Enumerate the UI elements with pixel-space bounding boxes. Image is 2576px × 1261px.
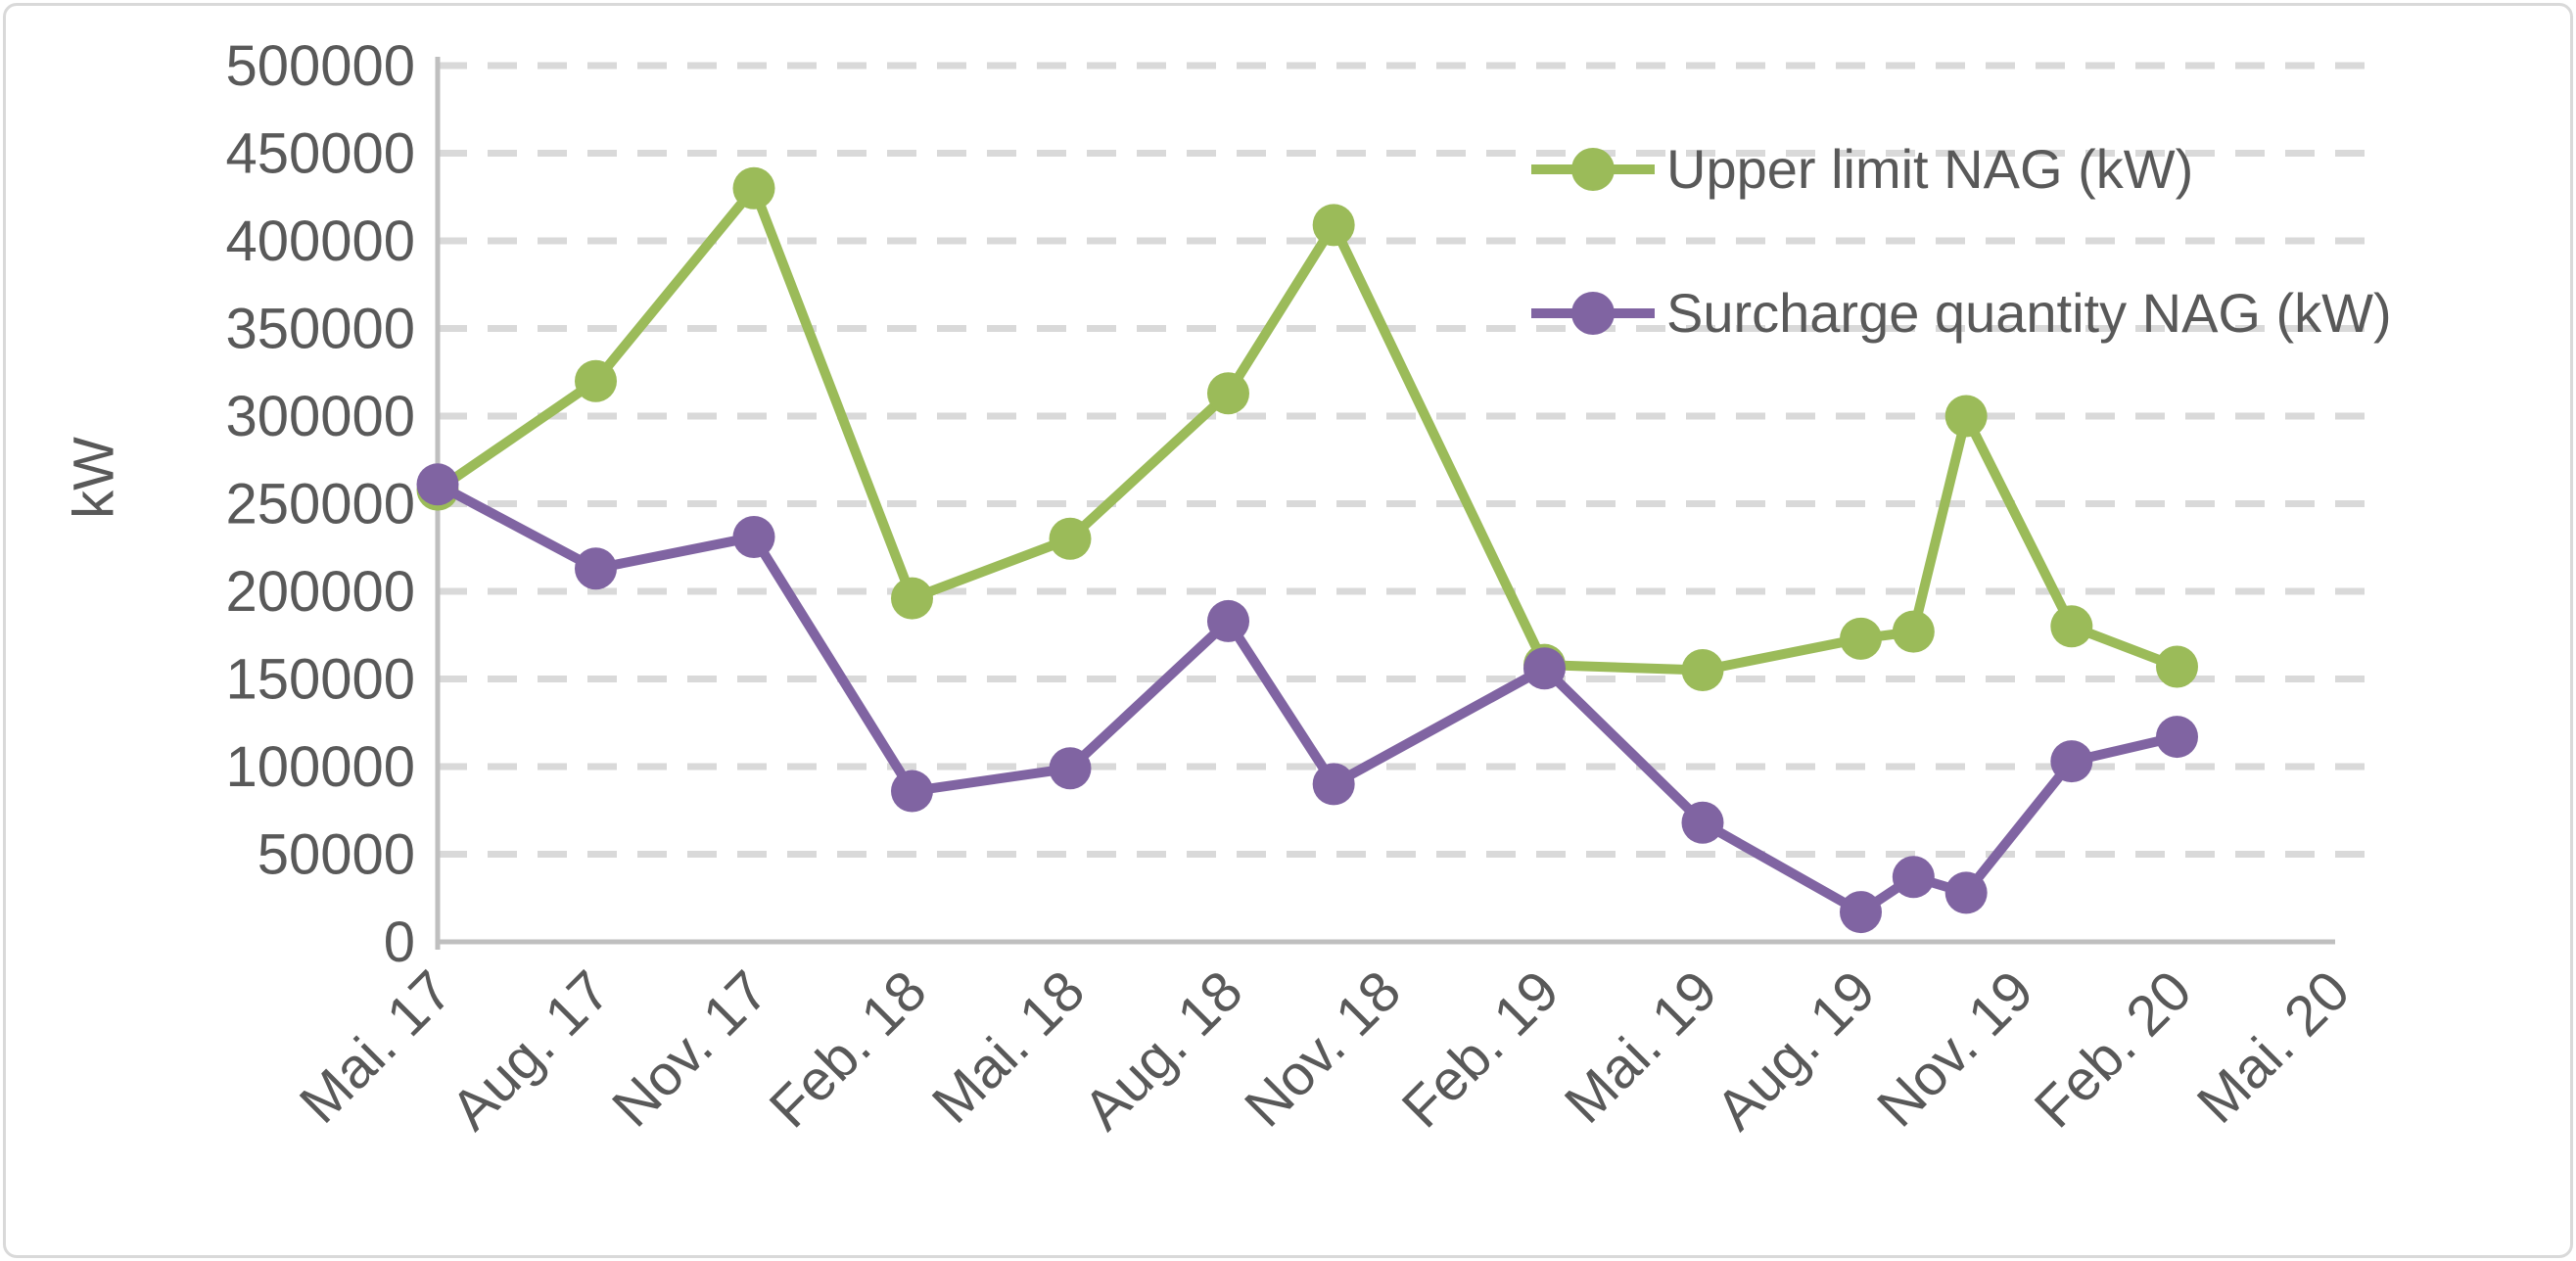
- y-tick-label: 250000: [225, 473, 415, 537]
- legend-item-surcharge: Surcharge quantity NAG (kW): [1529, 281, 2392, 345]
- x-tick-label: Mai. 19: [1553, 958, 1729, 1135]
- data-point-upper-limit: [2050, 605, 2093, 648]
- x-tick-label: Feb. 18: [758, 958, 939, 1140]
- data-point-surcharge: [891, 770, 933, 813]
- data-point-surcharge: [416, 463, 459, 506]
- data-point-surcharge: [575, 547, 617, 590]
- chart-legend: Upper limit NAG (kW) Surcharge quantity …: [1529, 137, 2392, 345]
- data-point-upper-limit: [732, 166, 775, 210]
- y-tick-label: 100000: [225, 735, 415, 799]
- x-tick-label: Aug. 18: [1071, 958, 1254, 1142]
- y-tick-label: 450000: [225, 122, 415, 186]
- data-point-upper-limit: [891, 577, 933, 620]
- legend-label-surcharge: Surcharge quantity NAG (kW): [1666, 282, 2392, 344]
- y-tick-label: 150000: [225, 648, 415, 712]
- data-point-surcharge: [2050, 740, 2093, 783]
- y-tick-label: 0: [384, 911, 415, 974]
- y-tick-label: 500000: [225, 34, 415, 98]
- data-point-upper-limit: [575, 359, 617, 402]
- data-point-surcharge: [1312, 763, 1355, 806]
- y-tick-label: 200000: [225, 560, 415, 624]
- y-axis-title: kW: [62, 437, 126, 519]
- data-point-upper-limit: [1681, 649, 1724, 692]
- data-point-surcharge: [1207, 599, 1249, 642]
- data-point-surcharge: [1523, 647, 1566, 690]
- data-point-surcharge: [1681, 801, 1724, 844]
- data-point-surcharge: [1840, 891, 1882, 934]
- x-tick-label: Feb. 20: [2023, 958, 2204, 1140]
- x-tick-label: Mai. 20: [2185, 958, 2362, 1135]
- data-point-upper-limit: [1049, 517, 1092, 560]
- series-line-upper-limit: [433, 183, 2182, 676]
- y-tick-label: 50000: [258, 823, 415, 887]
- legend-label-upper-limit: Upper limit NAG (kW): [1666, 138, 2194, 200]
- legend-marker-upper-limit-icon: [1531, 147, 1655, 191]
- legend-marker-surcharge-icon: [1531, 291, 1655, 335]
- data-point-upper-limit: [1207, 372, 1249, 415]
- data-point-upper-limit: [1892, 610, 1935, 653]
- data-point-upper-limit: [1312, 204, 1355, 247]
- data-point-upper-limit: [2156, 645, 2198, 688]
- x-tick-label: Nov. 18: [1233, 958, 1413, 1139]
- y-tick-label: 400000: [225, 210, 415, 273]
- x-tick-label: Aug. 19: [1704, 958, 1887, 1142]
- legend-item-upper-limit: Upper limit NAG (kW): [1529, 137, 2392, 201]
- data-point-surcharge: [1892, 856, 1935, 899]
- y-tick-label: 350000: [225, 298, 415, 361]
- data-point-surcharge: [1944, 871, 1988, 914]
- x-tick-label: Nov. 17: [600, 958, 780, 1139]
- data-point-surcharge: [732, 516, 775, 559]
- x-tick-label: Nov. 19: [1865, 958, 2045, 1139]
- chart-border: [3, 3, 2573, 1258]
- data-point-upper-limit: [1944, 395, 1988, 438]
- x-tick-label: Mai. 17: [288, 958, 464, 1135]
- y-tick-label: 300000: [225, 385, 415, 448]
- data-point-surcharge: [2156, 716, 2198, 759]
- data-point-upper-limit: [1840, 617, 1882, 660]
- x-tick-label: Aug. 17: [439, 958, 622, 1142]
- series-line-surcharge: [433, 479, 2182, 917]
- x-tick-label: Mai. 18: [920, 958, 1097, 1135]
- x-tick-label: Feb. 19: [1390, 958, 1571, 1140]
- data-point-surcharge: [1049, 747, 1092, 790]
